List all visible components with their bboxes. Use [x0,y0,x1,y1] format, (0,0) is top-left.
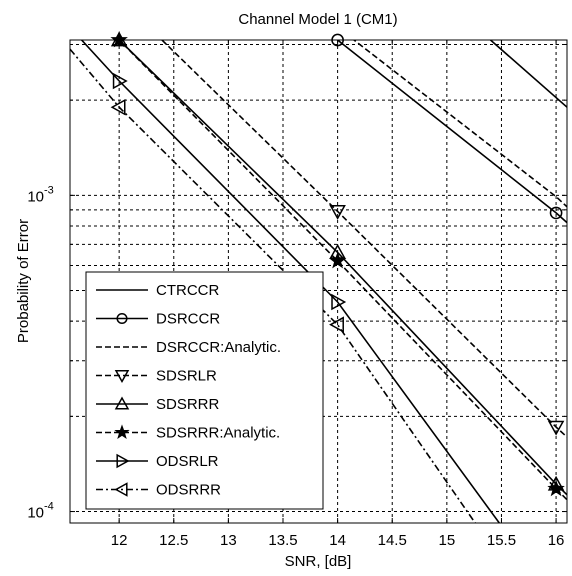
legend: CTRCCR DSRCCR DSRCCR:Analytic. SDSRLR SDSRRR… [85,271,324,510]
x-tick-label: 13.5 [268,532,297,549]
triangle-down-marker [114,369,130,384]
series-line-odsrrr [70,48,476,523]
triangle-left-marker [110,98,126,116]
triangle-down-marker [547,420,565,436]
y-axis-label: Probability of Error [15,219,32,343]
legend-label: ODSRRR [156,482,221,499]
legend-label: SDSRRR [156,396,220,413]
triangle-left-marker [329,316,344,333]
legend-label: SDSRRR:Analytic. [156,425,280,442]
legend-label: DSRCCR [156,311,220,328]
circle-marker [116,312,128,325]
x-tick-label: 12 [111,532,128,549]
x-axis-label: SNR, [dB] [285,553,352,570]
legend-box [85,271,324,510]
series-line-dsrccr [334,40,567,224]
y-tick-label: 10 [27,188,44,205]
y-tick-exponent: -3 [44,184,54,196]
legend-label: ODSRLR [156,453,219,470]
series-line-dsrccr-analytic- [352,40,567,208]
triangle-right-marker [116,453,130,469]
series-line-ctrccr [489,40,567,108]
series-line-odsrlr [80,40,500,523]
x-tick-label: 16 [548,532,565,549]
circle-marker [549,206,563,220]
x-tick-label: 13 [220,532,237,549]
x-tick-label: 14 [329,532,346,549]
y-tick-exponent: -4 [44,501,54,513]
star-marker [328,251,347,269]
legend-label: CTRCCR [156,282,219,299]
star-marker [547,479,565,497]
triangle-left-marker [114,482,128,497]
chart-title: Channel Model 1 (CM1) [238,11,397,28]
x-tick-label: 15 [439,532,456,549]
x-tick-label: 12.5 [159,532,188,549]
triangle-right-marker [331,293,347,311]
y-tick-label: 10 [27,505,44,522]
series-line-sdsrlr [160,40,567,438]
legend-label: SDSRLR [156,368,217,385]
triangle-down-marker [329,205,346,220]
triangle-right-marker [112,72,128,90]
triangle-up-marker [114,396,130,410]
legend-label: DSRCCR:Analytic. [156,339,281,356]
x-tick-label: 14.5 [378,532,407,549]
x-tick-label: 15.5 [487,532,516,549]
star-marker [114,424,130,440]
plot-frame [69,39,568,524]
